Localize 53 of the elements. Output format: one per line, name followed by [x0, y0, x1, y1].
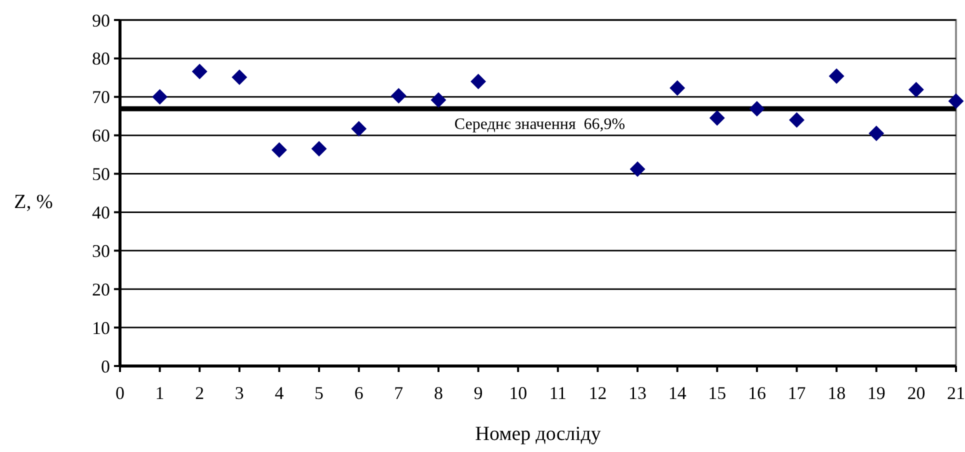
x-tick-label: 6 — [354, 383, 364, 403]
ref-line-label: Середнє значення 66,9% — [454, 116, 626, 133]
y-tick-label: 0 — [101, 356, 110, 376]
point — [789, 112, 805, 128]
x-tick-label: 14 — [668, 383, 686, 403]
point — [390, 88, 406, 104]
point — [828, 68, 844, 84]
x-tick-label: 4 — [274, 383, 284, 403]
x-tick-label: 12 — [588, 383, 607, 403]
y-tick-label: 80 — [92, 48, 110, 69]
y-tick-label: 10 — [92, 318, 110, 338]
x-tick-label: 11 — [549, 383, 567, 403]
x-axis-title: Номер досліду — [475, 423, 601, 445]
y-tick-label: 50 — [92, 164, 110, 184]
x-tick-label: 9 — [474, 383, 483, 403]
y-tick-label: 40 — [92, 202, 110, 223]
x-tick-label: 17 — [788, 383, 806, 403]
y-tick-label: 70 — [92, 87, 110, 108]
point — [311, 141, 327, 157]
x-tick-label: 19 — [867, 383, 886, 403]
x-tick-label: 3 — [234, 383, 244, 403]
point — [709, 110, 725, 126]
y-tick-label: 60 — [92, 126, 110, 146]
y-tick-label: 30 — [92, 240, 110, 261]
point — [271, 142, 287, 158]
x-tick-label: 2 — [195, 383, 204, 403]
x-tick-label: 18 — [828, 383, 846, 403]
x-tick-label: 0 — [116, 383, 124, 403]
x-tick-label: 7 — [394, 383, 404, 403]
x-tick-label: 5 — [314, 383, 324, 403]
x-tick-label: 20 — [907, 383, 926, 403]
x-tick-label: 21 — [947, 383, 965, 403]
x-tick-label: 8 — [434, 383, 443, 403]
point — [430, 92, 446, 108]
x-tick-label: 16 — [748, 383, 766, 403]
point — [948, 93, 964, 109]
y-tick-label: 20 — [92, 279, 110, 300]
x-tick-label: 15 — [708, 383, 726, 403]
x-tick-label: 1 — [155, 383, 164, 403]
x-tick-label: 10 — [509, 383, 528, 403]
point — [152, 89, 168, 105]
point — [749, 101, 765, 117]
point — [232, 70, 248, 86]
point — [868, 126, 884, 142]
point — [351, 121, 367, 137]
y-tick-label: 90 — [92, 10, 110, 30]
point — [630, 161, 646, 177]
point — [192, 64, 208, 80]
y-axis-title: Z, % — [14, 191, 53, 213]
point — [908, 82, 924, 98]
x-tick-label: 13 — [628, 383, 647, 403]
point — [470, 74, 486, 90]
point — [670, 80, 686, 96]
